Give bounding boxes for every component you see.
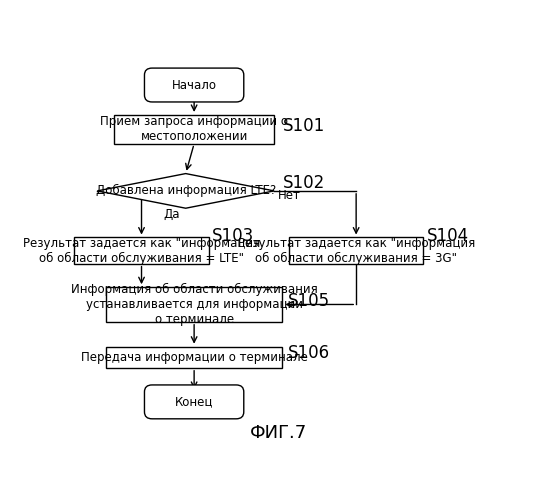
Text: Начало: Начало [172, 78, 217, 92]
Text: Информация об области обслуживания
устанавливается для информации
о терминале: Информация об области обслуживания устан… [71, 283, 318, 326]
Text: S105: S105 [288, 292, 330, 310]
Text: Результат задается как "информация
об области обслуживания = 3G": Результат задается как "информация об об… [237, 236, 475, 264]
Bar [106, 346, 282, 368]
Text: S101: S101 [282, 117, 325, 135]
Text: S102: S102 [282, 174, 325, 192]
Text: S103: S103 [212, 227, 254, 245]
Text: Прием запроса информации о
местоположении: Прием запроса информации о местоположени… [100, 116, 288, 143]
Text: Результат задается как "информация
об области обслуживания = LTE": Результат задается как "информация об об… [23, 236, 260, 264]
Bar [74, 238, 209, 264]
Text: Да: Да [164, 208, 180, 222]
FancyBboxPatch shape [144, 68, 244, 102]
Text: Нет: Нет [277, 188, 300, 202]
Text: Передача информации о терминале: Передача информации о терминале [81, 350, 307, 364]
Text: ФИГ.7: ФИГ.7 [250, 424, 307, 442]
Bar [114, 115, 274, 143]
FancyBboxPatch shape [144, 385, 244, 419]
Bar [289, 238, 424, 264]
Text: S106: S106 [288, 344, 330, 362]
Text: Добавлена информация LTE?: Добавлена информация LTE? [96, 184, 276, 198]
Text: Конец: Конец [175, 396, 213, 408]
Text: S104: S104 [426, 227, 469, 245]
Bar [106, 287, 282, 322]
Polygon shape [97, 174, 274, 208]
